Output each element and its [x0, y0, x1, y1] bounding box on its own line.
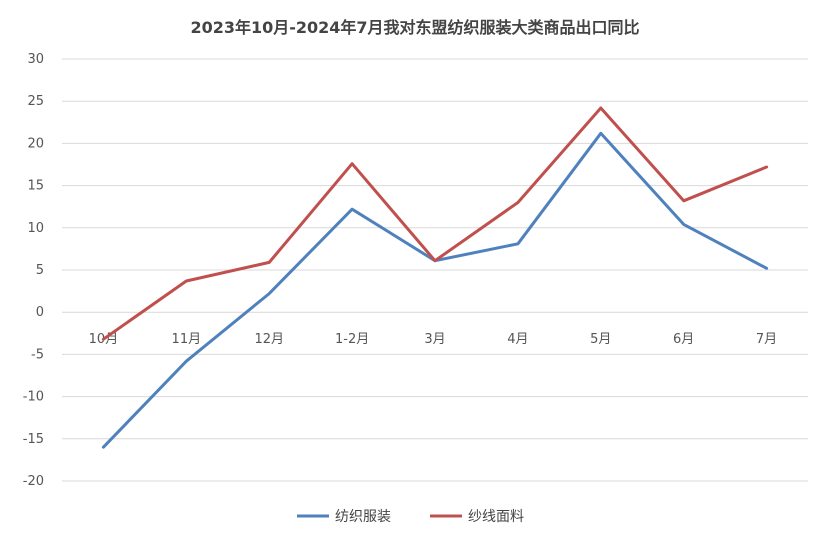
- legend-label: 纺织服装: [335, 509, 391, 525]
- y-tick-label: -20: [23, 474, 44, 489]
- y-tick-label: 20: [27, 136, 44, 151]
- series-line-2: [101, 106, 769, 341]
- x-tick-label: 11月: [172, 332, 202, 347]
- x-tick-label: 6月: [673, 332, 694, 347]
- x-tick-label: 12月: [254, 332, 284, 347]
- y-tick-label: 10: [27, 221, 44, 236]
- legend-label: 纱线面料: [468, 509, 524, 525]
- y-tick-label: -10: [23, 390, 44, 405]
- x-tick-label: 3月: [424, 332, 445, 347]
- y-tick-label: 0: [36, 305, 44, 320]
- y-tick-label: -15: [23, 432, 44, 447]
- y-tick-label: 5: [36, 263, 44, 278]
- x-tick-label: 4月: [507, 332, 528, 347]
- y-tick-label: 15: [27, 179, 44, 194]
- y-tick-label: -5: [31, 347, 44, 362]
- y-axis-ticks: 30 25 20 15 10 5 0 -5 -10 -15 -20: [23, 52, 44, 489]
- chart-title: 2023年10月-2024年7月我对东盟纺织服装大类商品出口同比: [190, 18, 639, 37]
- y-tick-label: 25: [27, 94, 44, 109]
- legend: 纺织服装 纱线面料: [297, 509, 524, 525]
- gridlines: [62, 58, 808, 482]
- x-tick-label: 1-2月: [335, 332, 369, 347]
- y-tick-label: 30: [27, 52, 44, 67]
- series-lines: [101, 106, 769, 449]
- x-tick-label: 7月: [756, 332, 777, 347]
- x-tick-label: 5月: [590, 332, 611, 347]
- x-axis-ticks: 10月 11月 12月 1-2月 3月 4月 5月 6月 7月: [89, 332, 778, 347]
